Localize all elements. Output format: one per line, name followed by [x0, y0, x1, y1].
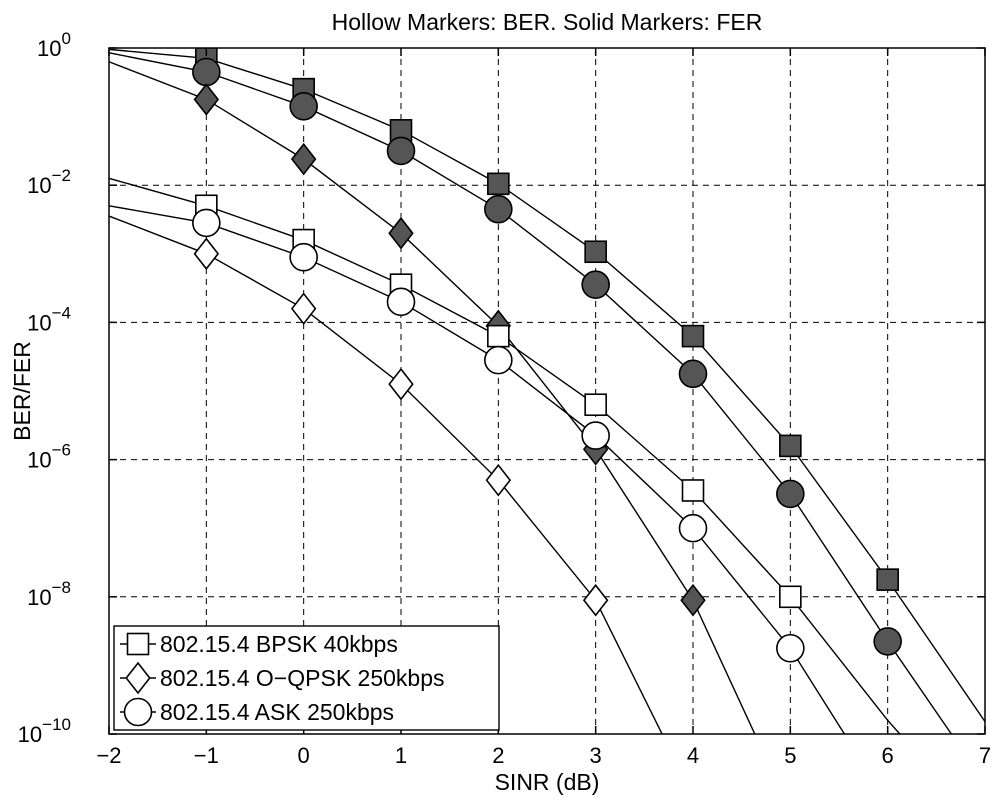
- data-point-o-qpsk-ber: [388, 367, 414, 401]
- x-tick-label: 5: [784, 743, 796, 768]
- data-point-o-qpsk-fer: [290, 142, 317, 176]
- x-tick-label: 7: [979, 743, 991, 768]
- x-axis-label: SINR (dB): [495, 769, 600, 795]
- legend-item: 802.15.4 O−QPSK 250kbps: [120, 661, 445, 695]
- data-point-bpsk-fer: [584, 240, 607, 264]
- y-tick-label: 10−2: [27, 166, 71, 198]
- legend-marker-diamond-icon: [125, 661, 151, 695]
- plot-series: [109, 48, 985, 734]
- data-point-ask-fer: [386, 136, 416, 166]
- data-point-ask-ber: [484, 345, 513, 375]
- data-point-ask-ber: [386, 287, 416, 317]
- data-point-bpsk-fer: [779, 434, 802, 458]
- series-ask-ber: [109, 205, 846, 734]
- y-axis-label: BER/FER: [9, 341, 35, 441]
- data-point-ask-ber: [678, 513, 708, 543]
- series-o-qpsk-ber: [109, 215, 663, 734]
- data-point-ask-fer: [873, 627, 902, 656]
- data-point-o-qpsk-ber: [290, 292, 317, 325]
- y-tick-label: 10−6: [27, 441, 71, 473]
- data-point-o-qpsk-ber: [193, 237, 220, 271]
- legend-label: 802.15.4 ASK 250kbps: [160, 699, 394, 725]
- y-tick-base: 10: [27, 585, 51, 610]
- data-point-bpsk-ber: [681, 479, 705, 502]
- y-tick-base: 10: [27, 448, 51, 473]
- y-tick-base: 10: [18, 722, 42, 747]
- data-point-ask-ber: [776, 633, 805, 663]
- data-point-bpsk-fer: [487, 172, 510, 196]
- series-bpsk-ber: [109, 177, 901, 734]
- y-tick-exponent: −8: [52, 578, 71, 597]
- data-point-o-qpsk-ber: [485, 463, 512, 497]
- data-point-ask-fer: [289, 92, 318, 121]
- x-tick-label: 6: [882, 743, 894, 768]
- data-point-ask-fer: [484, 194, 513, 224]
- y-tick-label: 100: [37, 29, 71, 61]
- data-point-ask-fer: [776, 479, 805, 509]
- x-tick-label: 1: [395, 743, 407, 768]
- data-point-ask-fer: [678, 359, 708, 389]
- data-point-o-qpsk-ber: [582, 583, 609, 617]
- y-tick-label: 10−8: [27, 578, 71, 610]
- series-line-bpsk-ber: [109, 177, 901, 734]
- data-point-o-qpsk-fer: [680, 583, 706, 617]
- y-tick-exponent: −10: [42, 715, 71, 734]
- data-point-bpsk-ber: [779, 585, 802, 609]
- x-tick-label: −2: [96, 743, 121, 768]
- data-point-ask-fer: [192, 57, 221, 87]
- chart-title: Hollow Markers: BER. Solid Markers: FER: [332, 9, 763, 35]
- x-tick-label: 3: [590, 743, 602, 768]
- legend-label: 802.15.4 BPSK 40kbps: [160, 631, 398, 657]
- data-point-ask-fer: [581, 270, 610, 299]
- data-point-bpsk-fer: [681, 324, 705, 348]
- legend: 802.15.4 BPSK 40kbps 802.15.4 O−QPSK 250k…: [113, 625, 500, 731]
- legend-marker-square-icon: [126, 632, 150, 656]
- legend-item: 802.15.4 ASK 250kbps: [120, 697, 394, 727]
- data-point-o-qpsk-fer: [193, 83, 220, 116]
- data-point-ask-ber: [289, 242, 318, 272]
- x-tick-label: −1: [194, 743, 219, 768]
- series-line-bpsk-fer: [109, 48, 985, 723]
- y-tick-exponent: −2: [52, 166, 71, 185]
- data-point-bpsk-ber: [584, 393, 607, 417]
- y-tick-exponent: 0: [62, 29, 71, 48]
- data-point-ask-ber: [192, 208, 221, 238]
- y-tick-base: 10: [27, 173, 51, 198]
- data-point-o-qpsk-fer: [388, 216, 414, 250]
- data-point-bpsk-fer: [876, 568, 899, 591]
- data-point-ask-ber: [581, 421, 610, 450]
- x-tick-label: 4: [687, 743, 699, 768]
- data-point-bpsk-ber: [487, 324, 510, 348]
- x-axis-ticks: −2 −1 0 1 2 3 4 5 6 7: [96, 48, 991, 768]
- x-tick-label: 2: [492, 743, 504, 768]
- legend-item: 802.15.4 BPSK 40kbps: [120, 631, 398, 657]
- y-tick-exponent: −4: [52, 303, 71, 322]
- y-tick-base: 10: [37, 36, 61, 61]
- y-tick-base: 10: [27, 310, 51, 335]
- y-tick-label: 10−4: [27, 303, 71, 335]
- plot-frame: [108, 47, 986, 735]
- legend-label: 802.15.4 O−QPSK 250kbps: [160, 665, 445, 691]
- series-ask-fer: [109, 52, 953, 734]
- series-line-o-qpsk-fer: [109, 61, 756, 734]
- series-line-ask-fer: [109, 52, 953, 734]
- y-tick-label: 10−10: [18, 715, 71, 747]
- legend-box: [113, 625, 500, 731]
- x-tick-label: 0: [298, 743, 310, 768]
- y-tick-exponent: −6: [52, 441, 71, 460]
- legend-marker-circle-icon: [123, 697, 153, 727]
